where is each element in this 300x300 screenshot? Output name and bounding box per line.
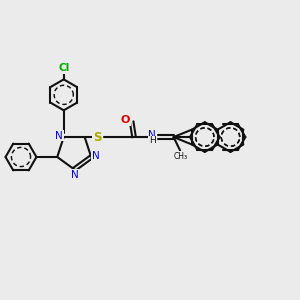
Text: Cl: Cl bbox=[58, 63, 69, 73]
Text: N: N bbox=[55, 130, 63, 141]
Text: CH₃: CH₃ bbox=[174, 152, 188, 161]
Text: H: H bbox=[149, 136, 155, 146]
Text: N: N bbox=[71, 170, 79, 180]
Text: O: O bbox=[120, 115, 130, 125]
Text: N: N bbox=[148, 130, 156, 140]
Text: N: N bbox=[92, 151, 100, 160]
Text: S: S bbox=[93, 130, 102, 144]
